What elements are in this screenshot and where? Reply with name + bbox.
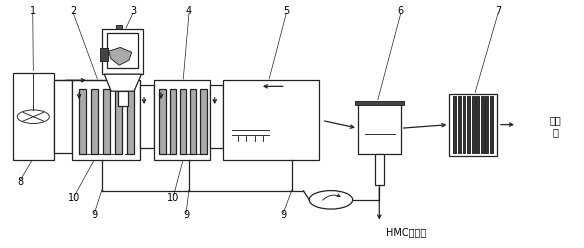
Text: 固形
物: 固形 物 (550, 116, 561, 137)
Bar (78, 89, 86, 154)
Text: 9: 9 (183, 210, 189, 220)
Bar (481, 96, 484, 153)
Bar (485, 96, 488, 153)
Bar (91, 89, 98, 154)
Text: 9: 9 (92, 210, 98, 220)
Polygon shape (105, 74, 141, 91)
Text: 3: 3 (130, 6, 136, 16)
Text: 4: 4 (186, 6, 192, 16)
Bar (223, 80, 319, 160)
Bar (477, 96, 479, 153)
Bar (467, 96, 470, 153)
Text: 1: 1 (30, 6, 36, 16)
Bar (355, 101, 404, 105)
Bar (358, 102, 401, 154)
Text: 10: 10 (68, 193, 81, 203)
Bar (180, 89, 186, 154)
Text: 10: 10 (168, 193, 180, 203)
Text: 5: 5 (283, 6, 290, 16)
Bar (100, 48, 107, 61)
Bar (200, 89, 207, 154)
Text: 7: 7 (495, 6, 501, 16)
Bar (159, 89, 165, 154)
Text: 9: 9 (280, 210, 287, 220)
Bar (449, 93, 497, 155)
Bar (154, 80, 210, 160)
Bar (102, 29, 143, 74)
Bar (13, 73, 54, 160)
Bar (72, 80, 140, 160)
Bar (140, 85, 154, 148)
Bar (103, 89, 110, 154)
Text: HMC发酵液: HMC发酵液 (387, 227, 426, 237)
Bar (490, 96, 493, 153)
Bar (106, 33, 138, 68)
Bar (114, 89, 122, 154)
Text: 8: 8 (17, 177, 23, 187)
Bar (116, 25, 121, 29)
Bar (127, 89, 134, 154)
Bar (118, 91, 128, 106)
Bar (472, 96, 475, 153)
Bar (210, 85, 223, 148)
Bar (463, 96, 465, 153)
Bar (458, 96, 461, 153)
Bar (453, 96, 456, 153)
Bar (169, 89, 176, 154)
Bar (190, 89, 196, 154)
Text: 2: 2 (70, 6, 77, 16)
Polygon shape (109, 47, 132, 65)
Bar (375, 154, 384, 185)
Bar (54, 80, 72, 153)
Text: 6: 6 (398, 6, 404, 16)
